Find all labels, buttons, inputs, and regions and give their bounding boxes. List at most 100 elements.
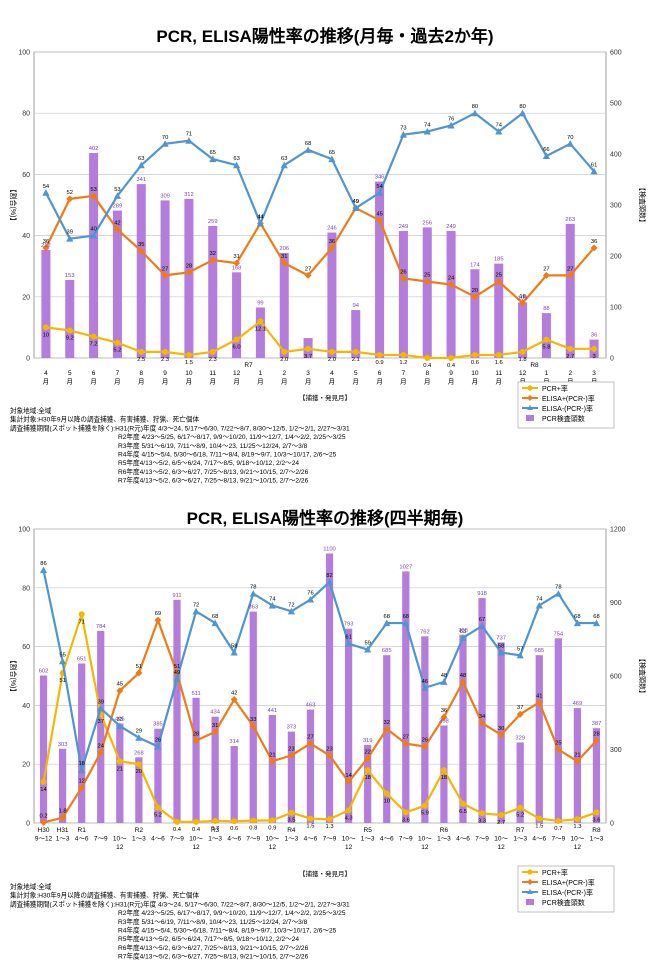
x-tick-label: 6 — [92, 370, 96, 377]
data-label: 434 — [210, 710, 220, 716]
data-label: 74 — [269, 596, 276, 602]
data-label: 341 — [136, 177, 146, 183]
point — [478, 622, 486, 630]
point — [376, 351, 383, 358]
point — [192, 737, 200, 745]
x-tick-label: 11 — [209, 370, 216, 377]
series-line — [42, 613, 597, 823]
note-line: R7年度4/13～5/2, 6/3～6/27, 7/25～8/13, 9/21～… — [118, 476, 309, 485]
data-label: 53 — [114, 187, 120, 193]
quarterly-chart: PCR, ELISA陽性率の推移(四半期毎) 0 20 40 60 80 100 0 300 60… — [9, 508, 647, 961]
point — [543, 336, 550, 343]
point — [138, 348, 145, 355]
data-label: 39 — [67, 230, 73, 236]
point — [59, 657, 67, 665]
point — [402, 809, 409, 816]
point — [116, 722, 124, 729]
x-tick-label: 10～ — [265, 836, 279, 843]
legend-marker — [527, 385, 533, 391]
point — [305, 345, 312, 352]
data-label: 24 — [98, 743, 105, 749]
year-marker: R7 — [244, 362, 253, 369]
data-label: 0.7 — [554, 826, 562, 832]
point — [209, 256, 217, 264]
data-label: 68 — [403, 614, 409, 620]
point — [519, 348, 526, 355]
data-label: 256 — [422, 220, 432, 226]
data-label: 651 — [77, 657, 87, 663]
point — [402, 619, 410, 627]
data-label: 168 — [232, 265, 242, 271]
point — [161, 140, 169, 147]
y2-tick-label: 1200 — [610, 527, 626, 534]
data-label: 69 — [155, 611, 161, 617]
x-tick-label: 2 — [282, 370, 286, 377]
point — [535, 698, 543, 706]
point — [328, 348, 335, 355]
point — [116, 758, 123, 765]
x-tick-label: H31 — [57, 827, 69, 834]
x-tick-label: 月 — [376, 378, 383, 386]
point — [364, 754, 372, 762]
data-label: 42 — [114, 220, 120, 226]
x-tick-label: R5 — [364, 827, 373, 834]
data-label: 303 — [58, 742, 68, 748]
y2-tick-label: 600 — [610, 674, 622, 681]
point — [288, 809, 295, 816]
point — [42, 324, 49, 331]
x-tick-label: R8 — [592, 827, 601, 834]
data-label: 2.0 — [280, 357, 288, 363]
x-tick-label: 7～9 — [170, 836, 184, 843]
x-tick-label: 12 — [421, 844, 429, 851]
x-tick-label: 2 — [568, 370, 572, 377]
data-label: 737 — [496, 635, 506, 641]
point — [97, 748, 105, 756]
data-label: 0.2 — [40, 813, 48, 819]
point — [566, 271, 574, 279]
data-label: 441 — [267, 708, 277, 714]
bar — [516, 742, 524, 823]
data-label: 78 — [555, 585, 561, 591]
point — [257, 318, 264, 325]
x-tick-label: 月 — [281, 378, 288, 386]
x-tick-label: 8 — [425, 370, 429, 377]
data-label: 1.8 — [59, 809, 67, 815]
data-label: 1.5 — [306, 824, 314, 830]
point — [137, 161, 145, 169]
point — [542, 152, 551, 160]
point — [154, 742, 162, 750]
data-label: 68 — [212, 614, 218, 620]
x-tick-label: 1～3 — [208, 836, 222, 843]
data-label: 385 — [153, 722, 163, 728]
point — [495, 351, 502, 358]
series-line — [45, 320, 595, 360]
note-line: R7年度4/13～5/2, 6/3～6/27, 7/25～8/13, 9/21～… — [118, 952, 309, 961]
data-label: 206 — [279, 246, 289, 252]
point — [376, 216, 384, 224]
x-tick-label: 12 — [498, 844, 506, 851]
y-tick-label: 80 — [22, 111, 30, 118]
data-label: 9.2 — [66, 335, 74, 341]
point — [495, 127, 503, 135]
y-tick-label: 0 — [26, 356, 30, 363]
point — [383, 725, 391, 733]
bar — [573, 708, 582, 823]
year-marker: R8 — [530, 362, 539, 369]
x-tick-label: 12 — [519, 370, 527, 377]
chart-title: PCR, ELISA陽性率の推移(月毎・過去2か年) — [156, 26, 493, 46]
bar — [306, 709, 315, 823]
y-tick-label: 20 — [22, 294, 30, 301]
bar — [58, 748, 67, 823]
data-label: 259 — [208, 219, 218, 225]
x-tick-label: 月 — [114, 378, 121, 386]
point — [306, 740, 314, 748]
data-label: 61 — [345, 635, 351, 641]
point — [66, 195, 74, 203]
data-label: 78 — [250, 585, 256, 591]
data-label: 319 — [363, 738, 373, 744]
data-label: 5.2 — [154, 813, 162, 819]
point — [326, 751, 334, 759]
data-label: 82 — [326, 573, 332, 579]
note-line: R6年度4/13～5/2, 6/3～6/27, 7/25～8/13, 9/21～… — [118, 943, 309, 952]
data-label: 602 — [39, 669, 49, 675]
